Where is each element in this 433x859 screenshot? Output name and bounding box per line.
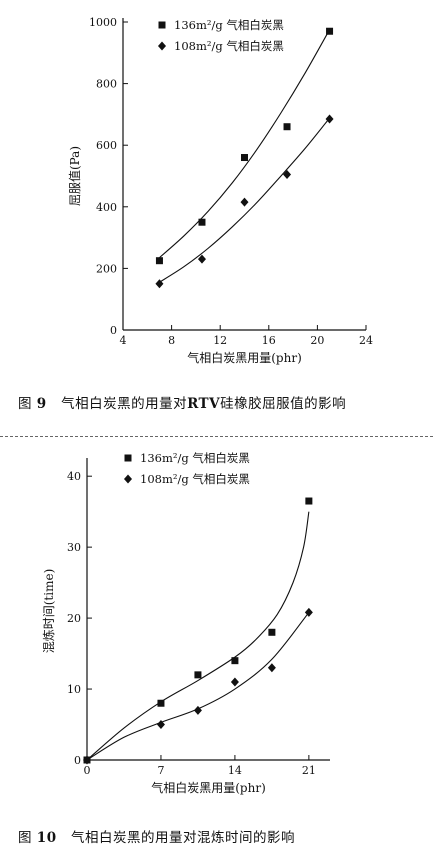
- data-point-diamond: [283, 169, 292, 179]
- data-point-diamond: [197, 254, 206, 264]
- y-axis-label: 屈服值(Pa): [67, 146, 82, 206]
- x-tick-label: 8: [168, 334, 175, 347]
- legend-marker-diamond: [158, 41, 166, 51]
- data-point-square: [268, 628, 276, 636]
- data-point-diamond: [325, 114, 334, 124]
- x-tick-label: 14: [228, 764, 242, 777]
- data-point-diamond: [155, 279, 164, 289]
- data-point-square: [241, 154, 248, 162]
- y-tick-label: 0: [74, 754, 81, 767]
- legend-label: 108m²/g 气相白炭黑: [174, 39, 284, 53]
- y-tick-label: 600: [96, 139, 117, 152]
- data-point-diamond: [156, 720, 165, 730]
- x-tick-label: 20: [310, 334, 324, 347]
- chart-9: 4 8 12 16 20 24 0 200 400 600 800 1000 气相白炭黑用量(phr) 屈…: [67, 16, 373, 365]
- caption-9-text-a: 气相白炭黑的用量对: [61, 396, 188, 412]
- x-tick-label: 12: [213, 334, 227, 347]
- data-point-square: [157, 699, 165, 707]
- y-tick-label: 400: [96, 201, 117, 214]
- data-point-square: [198, 218, 206, 226]
- data-point-diamond: [267, 663, 276, 673]
- legend-marker-diamond: [124, 474, 132, 484]
- y-tick-label: 10: [67, 683, 81, 696]
- legend-label: 136m²/g 气相白炭黑: [140, 451, 250, 465]
- legend-label: 108m²/g 气相白炭黑: [140, 472, 250, 486]
- caption-9-bold: RTV: [187, 396, 221, 412]
- caption-9-text-b: 硅橡胶屈服值的影响: [220, 396, 347, 412]
- data-point-diamond: [193, 705, 202, 715]
- data-point-diamond: [240, 197, 249, 207]
- y-tick-label: 800: [96, 78, 117, 91]
- caption-9-prefix: 图: [18, 396, 32, 412]
- data-point-square: [194, 671, 202, 679]
- y-tick-label: 40: [67, 470, 81, 483]
- x-tick-label: 0: [84, 764, 91, 777]
- y-tick-label: 1000: [89, 16, 117, 29]
- x-axis-label: 气相白炭黑用量(phr): [151, 780, 266, 795]
- caption-10-number: 10: [36, 830, 57, 846]
- caption-9-number: 9: [36, 396, 47, 412]
- y-axis-label: 混炼时间(time): [41, 569, 56, 654]
- section-divider: [0, 436, 433, 437]
- y-tick-label: 20: [67, 612, 81, 625]
- x-tick-label: 4: [120, 334, 127, 347]
- data-point-diamond: [230, 677, 239, 687]
- y-tick-label: 30: [67, 541, 81, 554]
- data-point-square: [155, 257, 163, 265]
- fit-curve-2: [159, 117, 330, 283]
- chart-10: 0 7 14 21 0 10 20 30 40 气相白炭黑用量(phr) 混炼时间(time) 136…: [41, 451, 330, 795]
- x-tick-label: 7: [157, 764, 164, 777]
- caption-10-text: 气相白炭黑的用量对混炼时间的影响: [70, 830, 295, 846]
- data-point-square: [326, 27, 334, 35]
- x-tick-label: 24: [359, 334, 373, 347]
- legend-marker-square: [158, 21, 166, 29]
- x-axis-label: 气相白炭黑用量(phr): [187, 350, 302, 365]
- legend-label: 136m²/g 气相白炭黑: [174, 18, 284, 32]
- caption-9: 图 9 气相白炭黑的用量对RTV硅橡胶屈服值的影响: [18, 392, 346, 412]
- caption-10-prefix: 图: [18, 830, 32, 846]
- x-tick-label: 16: [262, 334, 276, 347]
- fit-curve-1: [86, 511, 310, 761]
- data-point-diamond: [304, 607, 313, 617]
- data-point-square: [305, 497, 313, 505]
- y-tick-label: 0: [110, 324, 117, 337]
- caption-10: 图 10 气相白炭黑的用量对混炼时间的影响: [18, 826, 295, 846]
- legend-marker-square: [124, 454, 132, 462]
- x-tick-label: 21: [302, 764, 316, 777]
- data-point-diamond: [83, 755, 91, 765]
- fit-curve-1: [159, 29, 331, 259]
- data-point-square: [283, 123, 291, 131]
- y-tick-label: 200: [96, 262, 117, 275]
- data-point-square: [231, 657, 239, 665]
- fit-curve-2: [86, 612, 310, 761]
